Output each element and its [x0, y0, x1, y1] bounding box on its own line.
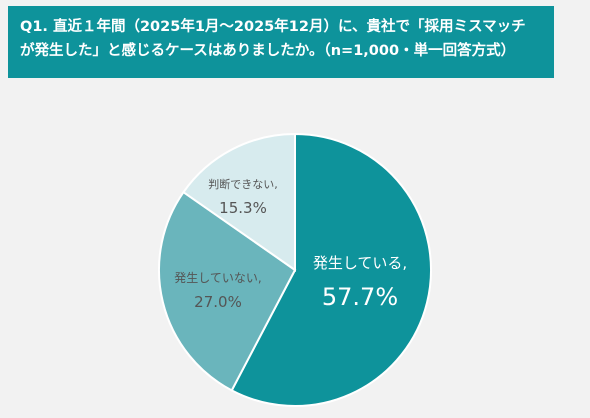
pie-slice-undetermined: [182, 132, 296, 272]
slice-value-undetermined: 15.3%: [219, 199, 267, 217]
slice-value-not-occurring: 27.0%: [194, 293, 242, 311]
question-line-1: Q1. 直近１年間（2025年1月～2025年12月）に、貴社で「採用ミスマッチ: [20, 19, 526, 35]
slice-label-undetermined: 判断できない,: [208, 177, 278, 191]
question-header: Q1. 直近１年間（2025年1月～2025年12月）に、貴社で「採用ミスマッチ…: [8, 6, 554, 78]
question-line-2: が発生した」と感じるケースはありましたか。（n=1,000・単一回答方式）: [20, 43, 516, 59]
pie-slice-occurring: [230, 132, 432, 407]
slice-label-not-occurring: 発生していない,: [174, 271, 261, 285]
slice-label-occurring: 発生している,: [313, 254, 407, 272]
slice-value-occurring: 57.7%: [322, 283, 398, 311]
pie-slice-not-occurring: [158, 190, 297, 392]
